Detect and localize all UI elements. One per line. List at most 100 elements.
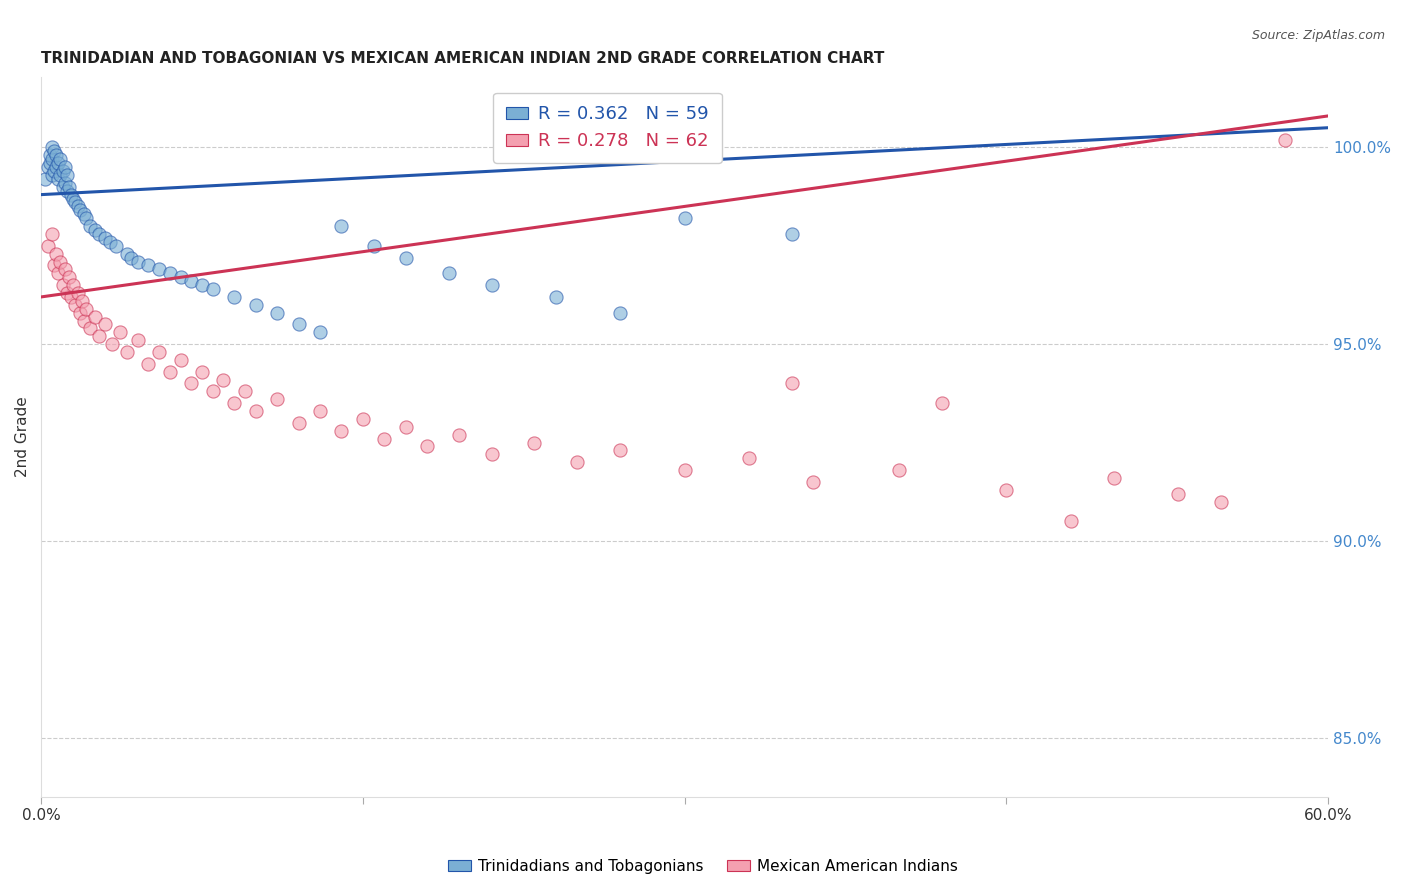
Point (75, 211, 97, 226)
Point (148, 345, 170, 359)
Point (65, 298, 87, 312)
Point (51, 278, 73, 293)
Point (56, 168, 79, 182)
Point (53, 176, 76, 190)
Point (1102, 471, 1125, 485)
Point (98, 235, 121, 249)
Point (53, 160, 76, 174)
Legend: R = 0.362   N = 59, R = 0.278   N = 62: R = 0.362 N = 59, R = 0.278 N = 62 (494, 93, 721, 163)
Point (245, 298, 267, 312)
Point (180, 274, 202, 288)
Point (105, 239, 128, 253)
Point (49, 152, 72, 166)
Point (42, 259, 65, 273)
Point (34, 172, 56, 186)
Point (83, 223, 105, 237)
Point (79, 219, 101, 233)
Point (56, 285, 79, 300)
Point (266, 392, 288, 407)
Point (801, 475, 824, 489)
Point (58, 179, 80, 194)
Point (45, 246, 67, 260)
Point (931, 396, 953, 410)
Point (110, 326, 132, 340)
Point (212, 373, 235, 387)
Point (1274, 132, 1296, 146)
Point (37, 239, 59, 253)
Point (449, 427, 471, 442)
Point (38, 156, 60, 170)
Point (49, 168, 72, 182)
Point (995, 483, 1018, 497)
Point (169, 270, 191, 285)
Point (395, 251, 418, 265)
Point (673, 463, 696, 477)
Point (309, 404, 332, 418)
Point (51, 179, 73, 194)
Text: TRINIDADIAN AND TOBAGONIAN VS MEXICAN AMERICAN INDIAN 2ND GRADE CORRELATION CHAR: TRINIDADIAN AND TOBAGONIAN VS MEXICAN AM… (41, 51, 884, 66)
Point (56, 184, 79, 198)
Point (46, 266, 69, 280)
Point (58, 270, 80, 285)
Point (73, 313, 96, 327)
Point (159, 266, 181, 280)
Point (673, 211, 696, 226)
Point (330, 424, 353, 438)
Point (49, 254, 72, 268)
Text: Source: ZipAtlas.com: Source: ZipAtlas.com (1251, 29, 1385, 42)
Point (94, 318, 117, 332)
Point (609, 306, 631, 320)
Point (37, 160, 59, 174)
Point (148, 262, 170, 277)
Point (309, 326, 332, 340)
Point (53, 262, 76, 277)
Point (41, 140, 63, 154)
Point (159, 365, 181, 379)
Point (127, 333, 149, 347)
Point (46, 156, 69, 170)
Point (69, 203, 91, 218)
Point (87, 329, 110, 343)
Point (45, 148, 67, 162)
Point (373, 432, 395, 446)
Point (127, 254, 149, 268)
Point (115, 345, 138, 359)
Point (138, 259, 160, 273)
Point (101, 337, 124, 351)
Point (66, 285, 89, 300)
Point (62, 192, 84, 206)
Point (87, 227, 110, 241)
Point (224, 290, 246, 304)
Y-axis label: 2nd Grade: 2nd Grade (15, 396, 30, 477)
Point (780, 227, 803, 241)
Point (60, 290, 83, 304)
Point (287, 318, 309, 332)
Point (46, 172, 69, 186)
Point (609, 443, 631, 458)
Point (416, 440, 439, 454)
Point (1209, 494, 1232, 508)
Point (887, 463, 910, 477)
Point (42, 164, 65, 178)
Point (180, 376, 202, 391)
Point (191, 278, 214, 293)
Point (169, 352, 191, 367)
Point (287, 416, 309, 430)
Point (395, 419, 418, 434)
Point (1167, 486, 1189, 500)
Point (60, 187, 83, 202)
Point (73, 207, 96, 221)
Point (738, 451, 761, 466)
Point (66, 199, 89, 213)
Point (1060, 514, 1083, 528)
Point (780, 376, 803, 391)
Point (94, 231, 117, 245)
Point (41, 227, 63, 241)
Point (70, 293, 93, 308)
Point (544, 290, 567, 304)
Point (42, 145, 65, 159)
Point (352, 412, 374, 426)
Point (120, 251, 142, 265)
Point (201, 384, 224, 399)
Point (138, 357, 160, 371)
